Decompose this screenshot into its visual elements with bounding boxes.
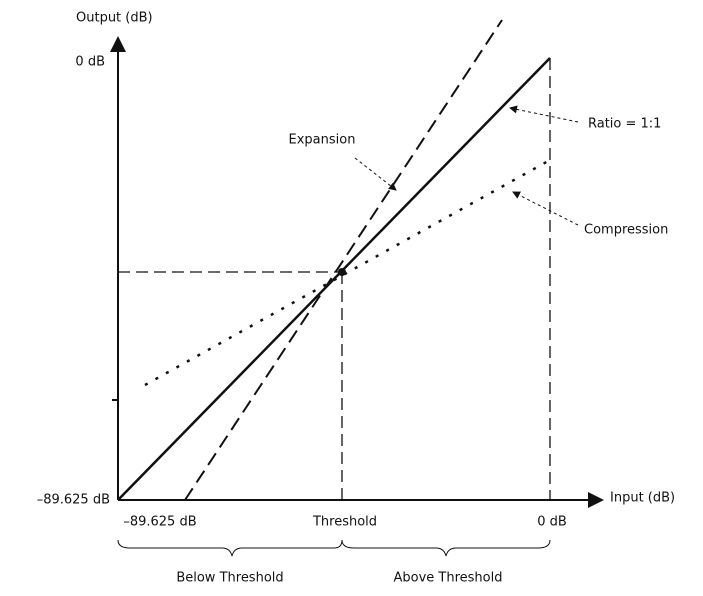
guides (118, 58, 551, 500)
y-min-label: –89.625 dB (37, 493, 110, 508)
compression-arrow (512, 191, 579, 226)
ratio-label: Ratio = 1:1 (588, 117, 661, 132)
threshold-point (338, 268, 346, 276)
expansion-label: Expansion (289, 133, 356, 148)
above-region-label: Above Threshold (394, 571, 503, 586)
compression-label: Compression (584, 223, 668, 238)
ratio-arrow (509, 105, 579, 123)
x-min-label: –89.625 dB (123, 515, 196, 530)
x-threshold-label: Threshold (312, 515, 377, 530)
axes (110, 36, 604, 508)
expansion-arrow (354, 157, 397, 191)
below-region-label: Below Threshold (176, 571, 283, 586)
x-label: Input (dB) (610, 491, 675, 506)
y-label: Output (dB) (76, 11, 153, 26)
braces (117, 539, 551, 557)
brace-above (341, 539, 551, 557)
x-max-label: 0 dB (537, 515, 567, 530)
brace-below (117, 539, 343, 557)
expansion-line (184, 19, 503, 501)
compression-line (144, 158, 551, 387)
y-max-label: 0 dB (75, 55, 105, 70)
